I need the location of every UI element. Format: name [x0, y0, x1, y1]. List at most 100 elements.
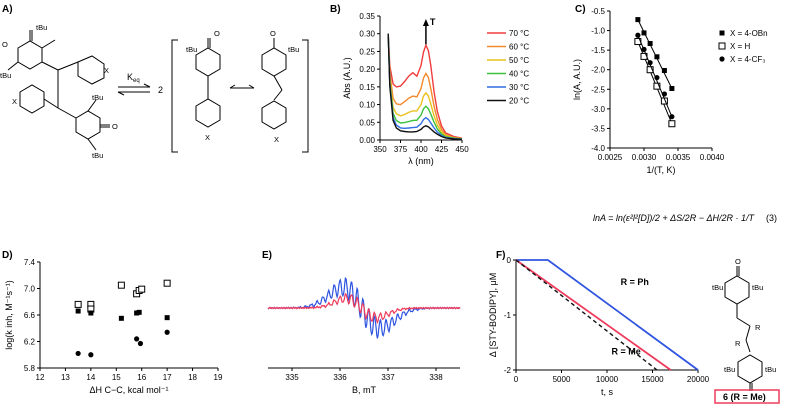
panel-e-letter: E) — [262, 250, 272, 261]
b-y-tick-label: 0.00 — [359, 136, 375, 145]
d-x-tick-label: 17 — [163, 373, 172, 382]
panel-b-letter: B) — [330, 4, 341, 15]
c-y-tick-label: -1.5 — [591, 46, 605, 55]
tbu-label-1: tBu — [36, 23, 47, 32]
keq-label: Keq — [127, 72, 140, 84]
b-legend-label: 30 °C — [509, 83, 529, 92]
c-data-point — [635, 17, 641, 23]
c-data-point — [661, 67, 667, 73]
c-legend-label: X = 4-OBn — [730, 29, 768, 38]
d-x-tick-label: 14 — [86, 373, 95, 382]
b-legend-label: 20 °C — [509, 97, 529, 106]
b-temp-arrow-label: T — [430, 17, 436, 27]
f-y-tick-label: 0 — [507, 256, 512, 265]
b-legend-label: 40 °C — [509, 70, 529, 79]
compound-6-structure — [724, 266, 763, 391]
b-legend-label: 70 °C — [509, 29, 529, 38]
atom-o-4: O — [270, 29, 276, 38]
f-series-line — [515, 259, 658, 371]
f-x-tick-label: 5000 — [553, 375, 571, 384]
panel-b: B) 350 375 400 425 450 0.00 0.05 0.10 0.15 0.20 0.… — [330, 4, 529, 166]
e-x-tick-label: 336 — [333, 373, 347, 382]
dimer-structure — [7, 30, 309, 153]
c-data-point — [641, 30, 647, 36]
d-data-point — [136, 309, 142, 315]
d-y-tick-label: 5.8 — [24, 364, 36, 373]
c-data-point — [647, 60, 653, 66]
c-data-point — [669, 114, 675, 120]
f-x-axis-title: t, s — [601, 387, 614, 397]
tbu-label-6: tBu — [288, 45, 299, 54]
d-x-tick-label: 12 — [36, 373, 45, 382]
e-x-tick-label: 337 — [381, 373, 395, 382]
c-data-point — [646, 66, 654, 74]
d-x-axis-title: ΔH C−C, kcal mol⁻¹ — [89, 385, 168, 395]
d-x-tick-label: 19 — [214, 373, 223, 382]
panel-e: E) 335 336 337 338 B, mT — [262, 250, 461, 395]
f-series-line — [516, 259, 699, 371]
d-data-point — [74, 300, 82, 308]
c-y-tick-label: -0.5 — [591, 7, 605, 16]
d-data-point — [134, 336, 140, 342]
b-y-axis-title: Abs (A.U.) — [342, 57, 352, 99]
panel-d: D) 12 13 14 15 16 17 18 19 5.8 6.2 6.6 7.0 7.4 ΔH C−C… — [2, 250, 223, 395]
x-label-2: X — [12, 97, 17, 106]
b-legend-label: 50 °C — [509, 56, 529, 65]
b-series-line — [387, 33, 463, 140]
tbu-label-5: tBu — [186, 45, 197, 54]
c-y-tick-label: -2.5 — [591, 85, 605, 94]
panel-f-letter: F) — [496, 250, 505, 261]
d-data-point — [137, 340, 144, 347]
x-label-1: X — [104, 66, 109, 75]
b-y-tick-label: 0.05 — [359, 118, 375, 127]
c-data-point — [653, 82, 661, 90]
d-data-point — [75, 308, 81, 314]
e-x-axis-title: B, mT — [352, 385, 377, 395]
panel-a-letter: A) — [2, 4, 13, 15]
van-t-hoff-chart: 0.0025 0.0030 0.0035 0.0040 -0.5 -1.0 -1.5 -2.0… — [572, 7, 768, 175]
c-y-tick-label: -3.0 — [591, 105, 605, 114]
c-legend-label: X = 4-CF₃ — [730, 55, 766, 64]
d-x-tick-label: 15 — [112, 373, 121, 382]
d-data-point — [88, 310, 94, 316]
absorbance-chart: 350 375 400 425 450 0.00 0.05 0.10 0.15 0.20 0.25 0… — [342, 12, 529, 166]
b-x-tick-label: 375 — [394, 145, 408, 154]
d-y-tick-label: 6.6 — [24, 311, 36, 320]
d-y-axis-title: log(k inh, M⁻¹s⁻¹) — [4, 280, 14, 350]
f-x-tick-label: 10000 — [596, 375, 619, 384]
d-data-point — [164, 315, 170, 321]
d-y-tick-label: 7.4 — [24, 258, 36, 267]
c-legend-label: X = H — [730, 42, 750, 51]
b-y-tick-label: 0.30 — [359, 30, 375, 39]
compound-tbu-1: tBu — [712, 283, 723, 292]
c-data-point — [661, 91, 668, 97]
b-x-tick-label: 350 — [373, 145, 387, 154]
b-x-axis-title: λ (nm) — [408, 156, 434, 166]
b-x-tick-label: 400 — [414, 145, 428, 154]
tbu-label-4: tBu — [92, 151, 103, 160]
b-temp-arrowhead — [422, 19, 429, 26]
c-x-tick-label: 0.0035 — [666, 153, 691, 162]
compound-label-box — [714, 389, 780, 404]
c-y-tick-label: -3.5 — [591, 124, 605, 133]
e-x-tick-label: 338 — [429, 373, 443, 382]
b-y-tick-label: 0.35 — [359, 12, 375, 21]
stoich-coefficient: 2 — [158, 85, 163, 95]
d-data-point — [117, 281, 125, 289]
c-x-tick-label: 0.0025 — [598, 153, 623, 162]
kinh-vs-dh-chart: 12 13 14 15 16 17 18 19 5.8 6.2 6.6 7.0 7.4 ΔH C−C, k… — [4, 258, 223, 395]
equation-3: lnA = ln(ε²l²[D])/2 + ΔS/2R − ΔH/2R · 1/… — [593, 213, 755, 223]
compound-label: 6 (R = Me) — [723, 392, 766, 402]
d-y-tick-label: 7.0 — [24, 285, 36, 294]
tbu-label-2: tBu — [0, 71, 11, 80]
b-x-tick-label: 450 — [455, 145, 469, 154]
c-legend-marker — [719, 30, 725, 36]
b-series-line — [387, 33, 463, 140]
c-data-point — [668, 120, 676, 128]
b-series-line — [387, 33, 463, 140]
c-data-point — [669, 86, 675, 92]
compound-tbu-2: tBu — [752, 283, 763, 292]
inhibition-kinetics-chart: 0 5000 10000 15000 20000 0 -1 -2 t, s Δ [STY-BODI… — [488, 256, 710, 397]
c-y-axis-title: ln(A, A.U.) — [572, 59, 582, 100]
